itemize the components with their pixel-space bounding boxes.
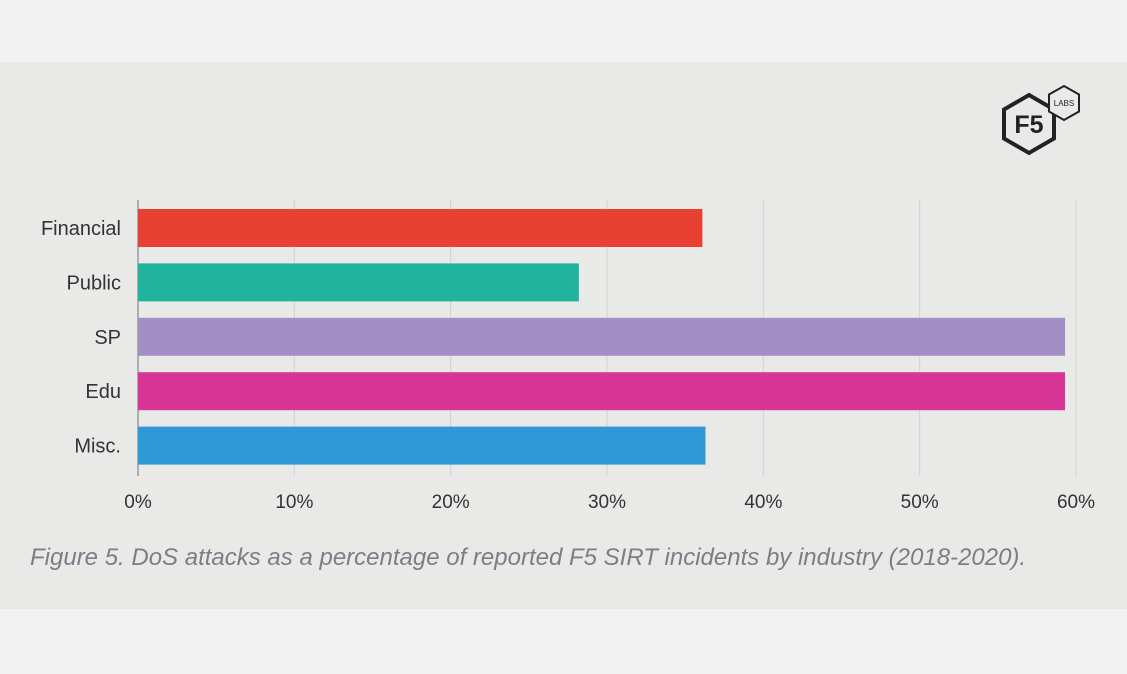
figure-caption: Figure 5. DoS attacks as a percentage of…	[30, 544, 1027, 571]
x-tick-labels: 0% 10% 20% 30% 40% 50% 60%	[124, 492, 1095, 513]
logo-badge: LABS	[1054, 99, 1074, 108]
bar-public	[138, 263, 579, 302]
bar-misc	[138, 426, 706, 465]
x-tick-label: 30%	[588, 492, 626, 513]
bar-financial	[138, 209, 703, 247]
category-labels: Financial Public SP Edu Misc.	[41, 218, 121, 458]
x-tick-label: 0%	[124, 492, 152, 513]
x-tick-label: 20%	[432, 492, 470, 513]
logo-mark: F5	[1014, 111, 1043, 139]
bars	[138, 209, 1066, 465]
category-label: Public	[67, 272, 121, 294]
category-label: Edu	[85, 381, 121, 403]
category-label: Misc.	[74, 436, 121, 458]
x-tick-label: 60%	[1057, 492, 1095, 513]
category-label: SP	[94, 327, 121, 349]
bar-sp	[138, 317, 1066, 356]
x-tick-label: 40%	[744, 492, 782, 513]
category-label: Financial	[41, 218, 121, 240]
x-tick-label: 50%	[901, 492, 939, 513]
x-tick-label: 10%	[275, 492, 313, 513]
small-hexagon-icon	[1048, 84, 1080, 122]
bar-edu	[138, 372, 1066, 411]
